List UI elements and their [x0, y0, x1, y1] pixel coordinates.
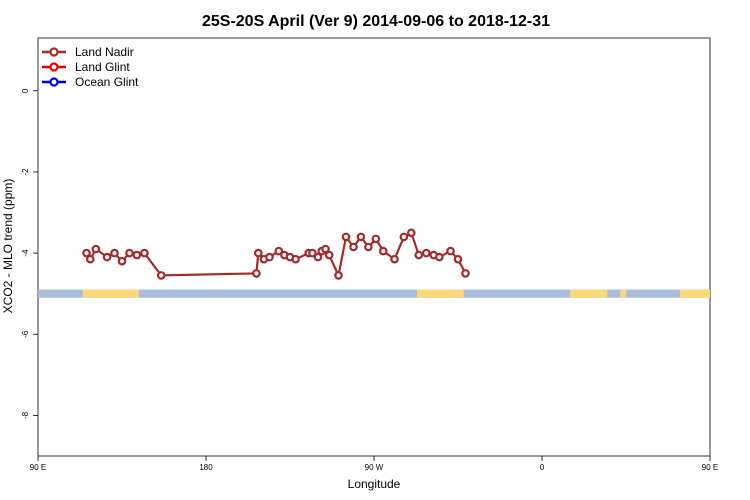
data-point [274, 246, 284, 256]
data-point [356, 232, 366, 242]
series-land-nadir [82, 228, 470, 280]
land-segment [570, 289, 608, 298]
data-point [91, 244, 101, 254]
data-point [453, 254, 463, 264]
land-ocean-strip [38, 289, 710, 298]
y-axis-ticks: 0 -2 -4 -6 -8 [21, 88, 38, 419]
data-point [421, 248, 431, 258]
data-point [156, 271, 166, 280]
x-tick-label: 180 [199, 463, 213, 472]
data-point [378, 246, 388, 256]
ocean-band [38, 289, 710, 298]
data-point [252, 269, 261, 278]
x-tick-label: 90 W [365, 463, 384, 472]
data-point [291, 254, 300, 264]
data-point [253, 248, 263, 258]
land-segment [82, 289, 139, 298]
data-point [364, 242, 373, 252]
data-point [321, 244, 330, 254]
legend-label: Ocean Glint [75, 75, 139, 89]
legend-marker [49, 62, 59, 72]
x-axis-ticks: 90 E 180 90 W 0 90 E [30, 456, 718, 472]
legend-marker [49, 77, 59, 87]
data-point [117, 256, 127, 266]
data-point [86, 254, 95, 264]
x-tick-label: 90 E [30, 463, 46, 472]
data-point [349, 242, 358, 252]
data-point [406, 228, 416, 238]
data-point [324, 250, 334, 260]
data-point [371, 234, 381, 244]
series-layer [82, 228, 470, 280]
data-point [334, 271, 343, 280]
y-tick-label: -2 [21, 168, 30, 176]
data-point [140, 248, 149, 258]
data-point [390, 254, 399, 264]
land-segment [620, 289, 626, 298]
data-point [434, 252, 444, 262]
data-point [308, 248, 317, 258]
data-point [82, 248, 91, 258]
data-point [265, 252, 274, 262]
data-point [132, 250, 142, 260]
data-point [461, 269, 470, 278]
data-point [341, 232, 351, 242]
y-axis-label: XCO2 - MLO trend (ppm) [1, 179, 15, 314]
x-tick-label: 90 E [702, 463, 718, 472]
legend-label: Land Glint [75, 60, 130, 74]
data-point [102, 252, 112, 262]
data-point [414, 250, 424, 260]
data-point [399, 232, 409, 242]
legend-marker [49, 47, 59, 57]
data-point [110, 248, 119, 258]
legend-label: Land Nadir [75, 45, 134, 59]
land-segment [416, 289, 464, 298]
data-point [125, 248, 134, 258]
x-axis-label: Longitude [348, 477, 401, 491]
data-point [313, 252, 323, 262]
y-tick-label: -8 [21, 411, 30, 419]
y-tick-label: -4 [21, 249, 30, 257]
y-tick-label: -6 [21, 330, 30, 338]
data-point [446, 246, 455, 256]
plot-frame [37, 37, 711, 457]
chart-title: 25S-20S April (Ver 9) 2014-09-06 to 2018… [202, 13, 550, 30]
y-tick-label: 0 [21, 88, 30, 93]
land-segment [680, 289, 710, 298]
x-tick-label: 0 [540, 463, 545, 472]
